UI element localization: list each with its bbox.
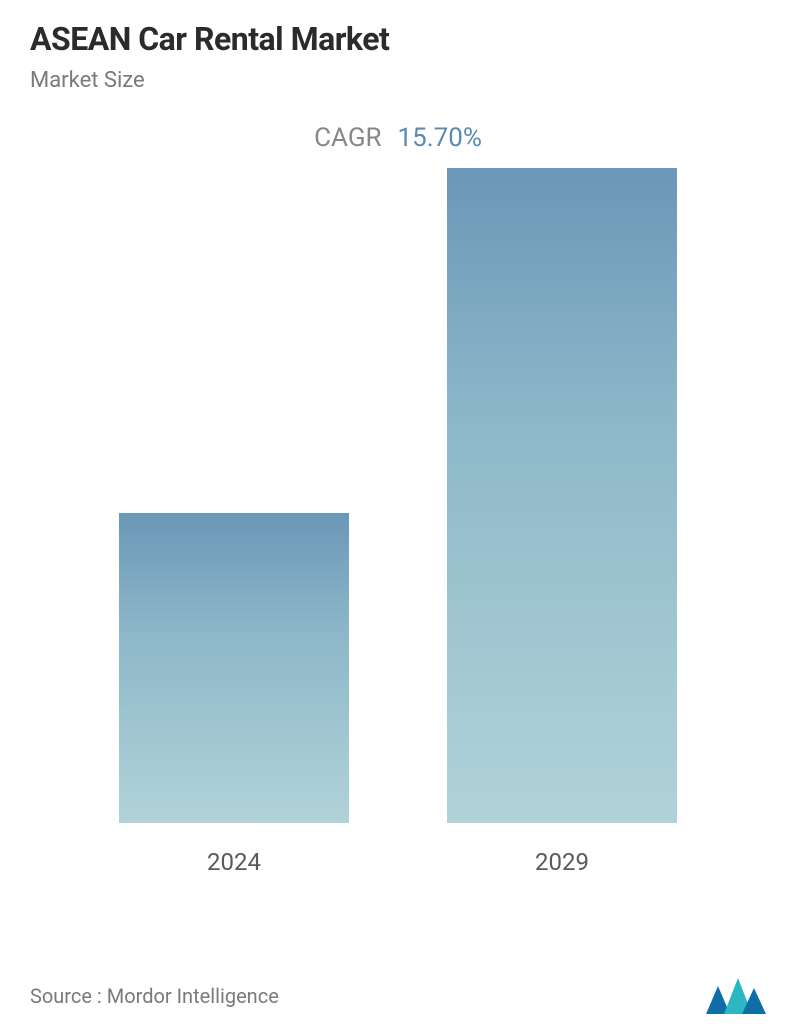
chart-container: ASEAN Car Rental Market Market Size CAGR… xyxy=(0,0,796,1034)
cagr-value: 15.70% xyxy=(398,123,482,153)
bar-2024 xyxy=(119,513,349,823)
bar-label-0: 2024 xyxy=(104,833,364,876)
cagr-label: CAGR xyxy=(314,123,381,153)
chart-area: 2024 2029 xyxy=(30,163,766,883)
footer: Source : Mordor Intelligence xyxy=(30,978,766,1014)
cagr-row: CAGR 15.70% xyxy=(30,123,766,153)
bars-wrapper xyxy=(30,163,766,823)
bar-group-1 xyxy=(432,168,692,823)
logo-icon xyxy=(706,978,766,1014)
chart-title: ASEAN Car Rental Market xyxy=(30,20,766,58)
x-axis-labels: 2024 2029 xyxy=(30,833,766,883)
source-text: Source : Mordor Intelligence xyxy=(30,984,279,1008)
bar-label-1: 2029 xyxy=(432,833,692,876)
bar-group-0 xyxy=(104,513,364,823)
bar-2029 xyxy=(447,168,677,823)
chart-subtitle: Market Size xyxy=(30,68,766,93)
